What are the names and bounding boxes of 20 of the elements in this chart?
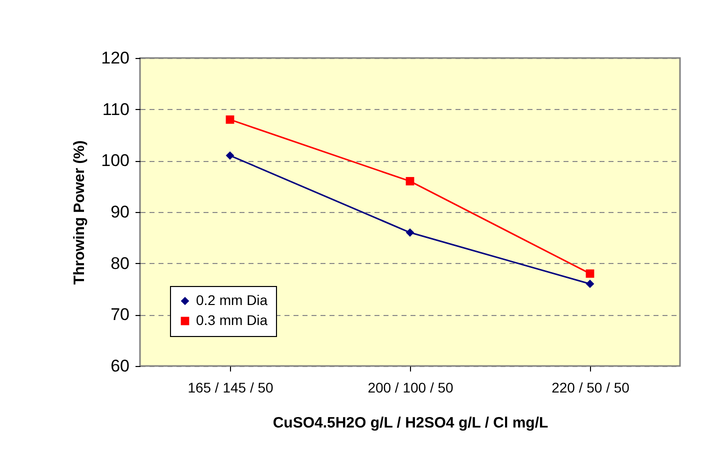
y-tick-label: 90	[110, 202, 130, 222]
point	[586, 280, 594, 288]
y-tick-label: 80	[110, 254, 130, 273]
y-tick-label: 60	[110, 356, 130, 376]
legend-label: 0.3 mm Dia	[196, 312, 268, 328]
y-tick-label: 110	[102, 100, 130, 119]
x-tick-label: 220 / 50 / 50	[552, 380, 630, 396]
x-tick-label: 165 / 145 / 50	[188, 380, 274, 396]
point	[406, 177, 414, 186]
point	[226, 151, 234, 160]
point	[586, 269, 594, 278]
y-tick-label: 120	[101, 48, 130, 68]
y-axis-title: Throwing Power (%)	[71, 140, 88, 285]
legend-label: 0.2 mm Dia	[196, 292, 268, 308]
point	[406, 228, 414, 237]
y-tick-label: 100	[101, 151, 130, 170]
point	[226, 115, 234, 124]
x-axis-title: CuSO4.5H2O g/L / H2SO4 g/L / Cl mg/L	[272, 414, 548, 432]
x-tick-label: 200 / 100 / 50	[368, 380, 454, 396]
y-tick-label: 70	[110, 305, 130, 324]
